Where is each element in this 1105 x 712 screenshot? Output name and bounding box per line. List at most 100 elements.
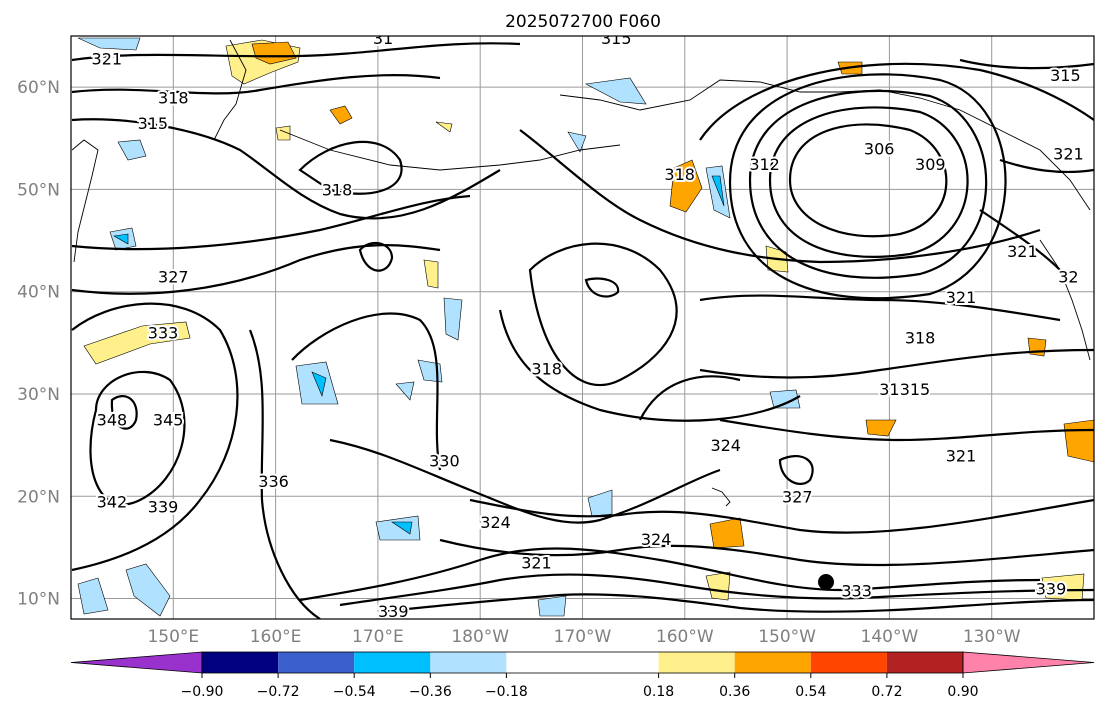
contours	[71, 42, 1094, 619]
anomaly-patch	[423, 259, 439, 289]
aleutian-islands	[279, 129, 621, 171]
colorbar-segment	[886, 652, 963, 673]
contour-line	[71, 302, 239, 572]
colorbar-frame	[201, 651, 964, 674]
contour-label: 315	[900, 380, 931, 399]
anomaly-patch	[311, 371, 327, 397]
colorbar-segment	[354, 652, 431, 673]
contour-line	[71, 194, 471, 251]
contour-label: 324	[710, 436, 741, 455]
contour-label: 315	[138, 114, 169, 133]
contour-line	[519, 129, 1041, 264]
colorbar-tick-label: −0.36	[409, 684, 452, 700]
contour-label: 321	[521, 554, 552, 573]
colorbar-segment	[202, 652, 279, 673]
contour-label: 348	[97, 411, 128, 430]
contour-label: 327	[158, 267, 189, 286]
contour-label: 324	[480, 513, 511, 532]
contour-label: 315	[601, 29, 632, 48]
contour-line	[71, 42, 521, 62]
lat-label: 40°N	[17, 283, 60, 303]
contour-label: 318	[531, 359, 562, 378]
anomaly-patch	[567, 131, 587, 153]
contour-line	[728, 73, 1007, 300]
contour-label: 333	[148, 324, 179, 343]
anomaly-patch	[329, 105, 353, 125]
lat-label: 20°N	[17, 487, 60, 507]
colorbar-segment	[810, 652, 887, 673]
coastlines	[71, 39, 1091, 507]
hawaii-islands	[711, 487, 731, 507]
colorbar-tick-label: 0.72	[871, 684, 902, 700]
contour-line	[298, 140, 403, 195]
contour-line	[999, 158, 1094, 174]
anomaly-patch	[395, 381, 415, 401]
contour-line	[788, 123, 948, 238]
contour-label: 318	[322, 180, 353, 199]
north-america-coast	[1039, 239, 1091, 361]
contour-line	[748, 89, 988, 279]
anomaly-patch	[711, 175, 725, 207]
colorbar-tick-label: 0.90	[947, 684, 978, 700]
colorbar-tick-label: −0.72	[257, 684, 300, 700]
contour-label: 321	[92, 50, 123, 69]
contour-line	[778, 455, 814, 485]
contour-line	[71, 74, 441, 95]
lon-label: 170°W	[554, 627, 612, 647]
contour-line	[528, 242, 678, 387]
contour-label: 336	[258, 472, 289, 491]
contour-label: 339	[148, 497, 179, 516]
anomaly-patch	[669, 159, 703, 213]
contour-line	[339, 573, 1094, 607]
colorbar-tick-label: 0.54	[795, 684, 826, 700]
colorbar-tick-label: −0.18	[485, 684, 528, 700]
colorbar-over-extension	[962, 651, 1095, 674]
anomaly-patch	[125, 563, 171, 617]
contour-line	[699, 294, 1061, 322]
contour-label: 324	[641, 530, 672, 549]
lon-label: 180°W	[451, 627, 509, 647]
contour-label: 309	[915, 155, 946, 174]
lon-label: 160°W	[656, 627, 714, 647]
contour-label: 318	[664, 165, 695, 184]
contour-line	[71, 244, 441, 295]
contour-line	[379, 593, 1094, 614]
asia-coast	[213, 39, 247, 141]
anomaly-patch	[435, 121, 453, 133]
longitude-labels: 150°E 160°E 170°E 180°W 170°W 160°W 150°W 140°W…	[147, 627, 1020, 647]
colorbar: −0.90 −0.72 −0.54 −0.36 −0.18 0.18 0.36 0.54 0.7…	[70, 651, 1095, 700]
contour-line	[699, 348, 1094, 379]
lat-label: 30°N	[17, 385, 60, 405]
contour-line	[768, 106, 969, 258]
lat-label: 50°N	[17, 180, 60, 200]
colorbar-segment	[278, 652, 355, 673]
contour-label: 306	[864, 140, 895, 159]
anomaly-patch	[83, 321, 191, 365]
contour-line	[89, 370, 186, 506]
lon-label: 140°W	[861, 627, 919, 647]
contour-line	[71, 118, 501, 220]
contour-line	[110, 395, 138, 430]
contour-label: 315	[1050, 66, 1081, 85]
contour-line	[439, 538, 1094, 567]
contour-line	[469, 498, 1094, 534]
contour-line	[248, 329, 321, 619]
colorbar-tick-label: 0.18	[643, 684, 674, 700]
contour-label: 312	[749, 155, 780, 174]
contour-label: 321	[946, 288, 977, 307]
lat-label: 60°N	[17, 78, 60, 98]
anomaly-patch	[585, 77, 647, 105]
lat-label: 10°N	[17, 590, 60, 610]
anomaly-patch	[275, 125, 291, 141]
anomaly-patch	[1027, 337, 1047, 357]
anomaly-patch	[587, 489, 613, 517]
colorbar-under-extension	[70, 651, 203, 674]
lon-label: 160°E	[250, 627, 302, 647]
contour-label: 339	[1036, 579, 1067, 598]
map-frame	[70, 35, 1095, 620]
anomaly-patch	[391, 521, 413, 535]
contour-line	[959, 58, 1094, 70]
kamchatka-coast	[71, 139, 99, 263]
